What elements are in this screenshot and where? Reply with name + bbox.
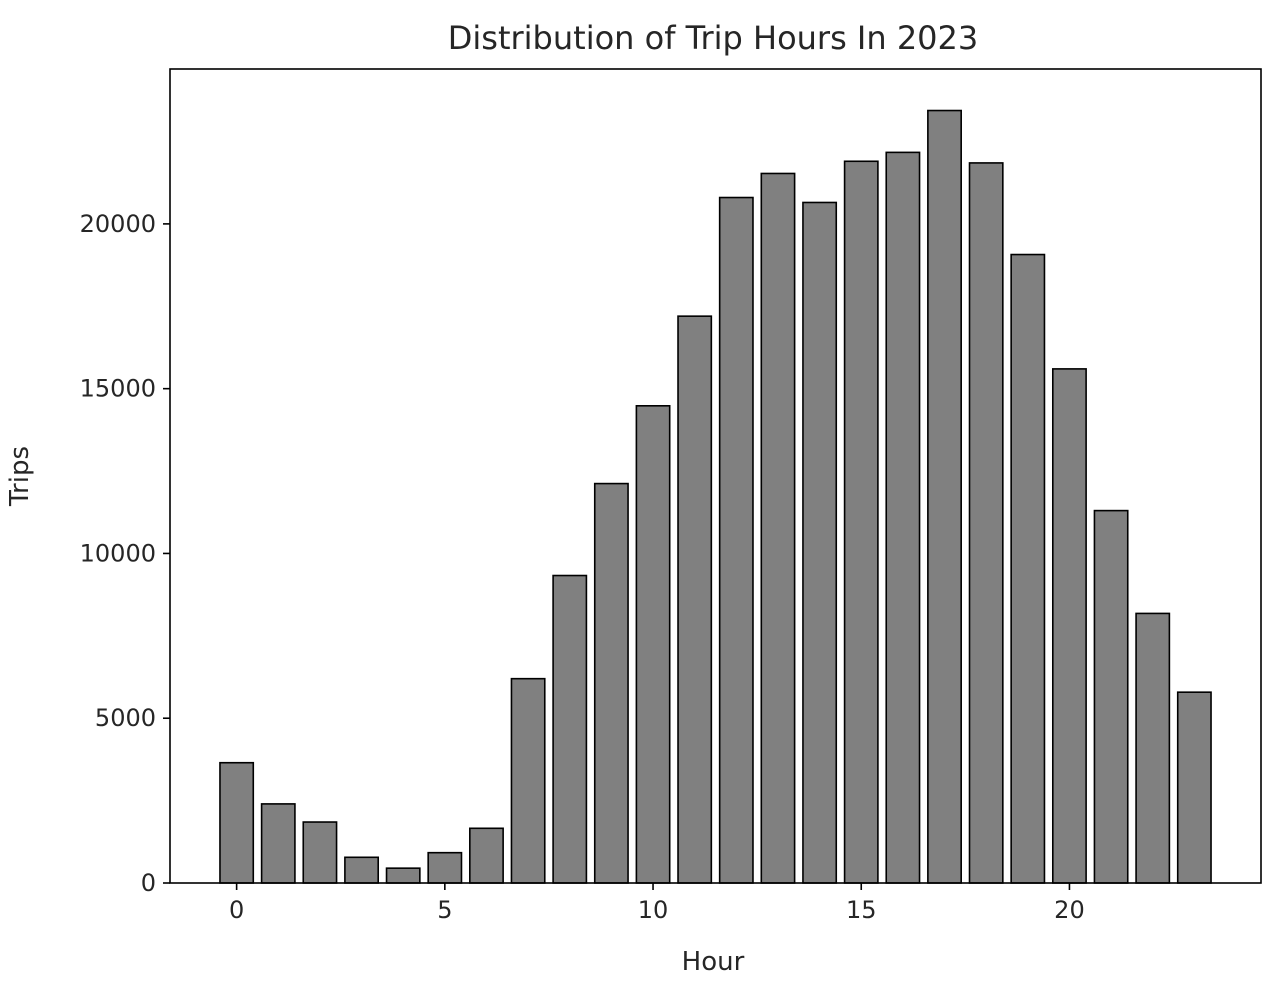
y-tick-label: 5000 [95,704,156,732]
bar-hour-23 [1176,691,1212,884]
bar-hour-10 [635,405,671,884]
y-axis-ticks: 0 5000 10000 15000 20000 [80,210,170,897]
bar-hour-3 [344,856,380,884]
bar-hour-19 [1010,253,1046,884]
y-tick-label: 15000 [80,375,156,403]
x-tick-label: 5 [437,896,452,924]
bar-hour-11 [677,315,713,884]
bar-hour-1 [260,803,296,884]
x-tick-label: 0 [229,896,244,924]
bar-hour-14 [802,201,838,884]
bar-hour-6 [469,827,504,884]
bar-hour-22 [1135,612,1171,884]
y-tick-label: 0 [141,869,156,897]
bar-hour-18 [968,162,1004,884]
x-tick-label: 20 [1054,896,1085,924]
bar-hour-2 [302,821,338,884]
plot-frame [169,68,1262,884]
y-tick-label: 10000 [80,539,156,567]
x-axis-ticks: 0 5 10 15 20 [229,883,1085,924]
bar-hour-20 [1051,368,1087,884]
x-axis-label: Hour [682,947,745,977]
bar-hour-15 [843,160,879,884]
bar-hour-4 [385,867,421,884]
x-tick-label: 10 [638,896,669,924]
bar-hour-16 [885,151,921,884]
bar-hour-13 [760,172,796,884]
y-axis-label: Trips [5,446,35,507]
bars [219,109,1212,884]
bar-hour-0 [219,761,255,884]
x-tick-label: 15 [846,896,877,924]
bar-hour-8 [552,574,588,884]
chart-title: Distribution of Trip Hours In 2023 [448,19,979,57]
bar-hour-9 [593,482,629,884]
bar-hour-17 [927,109,962,884]
bar-hour-7 [510,677,546,884]
bar-hour-12 [718,196,754,884]
bar-hour-21 [1093,509,1129,884]
bar-hour-5 [427,851,463,884]
y-tick-label: 20000 [80,210,156,238]
